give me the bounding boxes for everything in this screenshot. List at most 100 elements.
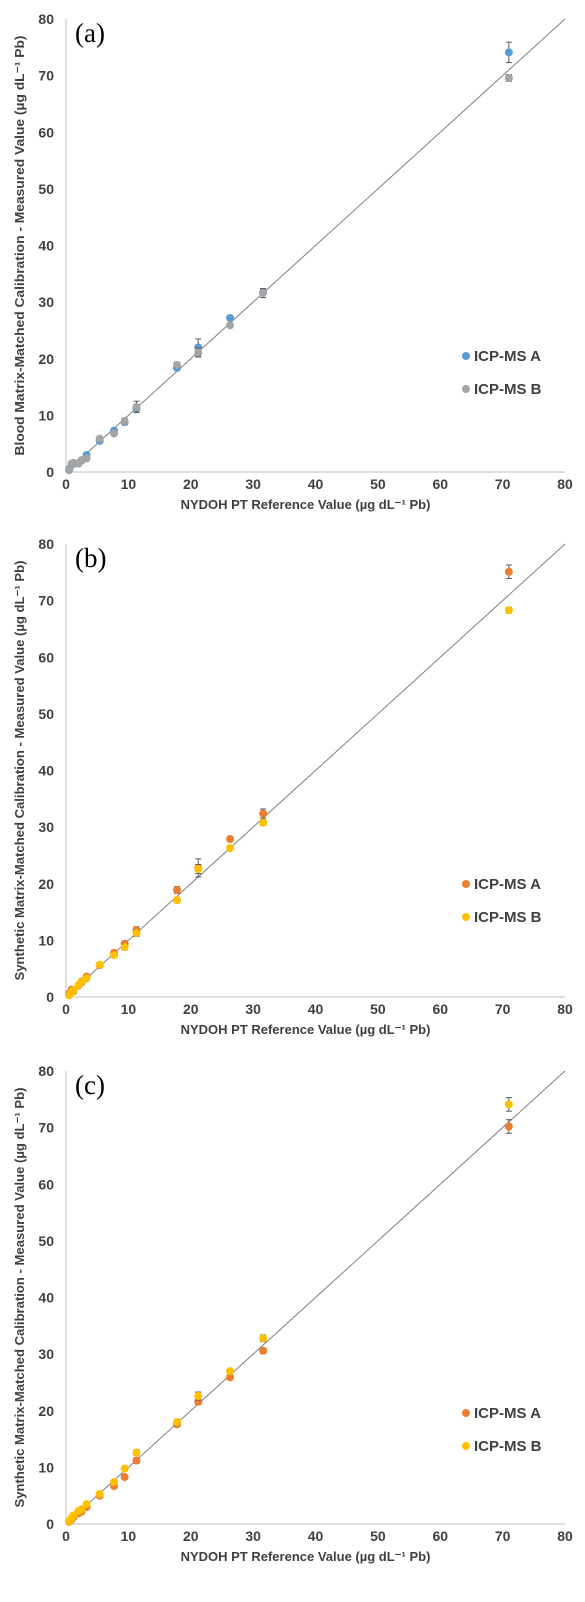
data-point [194, 1392, 203, 1401]
y-tick-label: 70 [38, 68, 54, 84]
legend-marker [462, 1442, 470, 1450]
data-point [120, 1464, 129, 1473]
data-point [69, 986, 78, 995]
y-tick-label: 0 [46, 464, 54, 480]
data-point [132, 402, 141, 411]
y-tick-label: 60 [38, 1176, 54, 1192]
data-point [504, 1122, 513, 1131]
data-point [504, 1100, 513, 1109]
data-point [82, 1500, 91, 1509]
data-point [173, 360, 182, 369]
data-point [132, 929, 141, 938]
data-point [504, 567, 513, 576]
data-point [226, 313, 235, 322]
x-tick-label: 40 [308, 476, 324, 492]
data-point [82, 974, 91, 983]
legend-label: ICP-MS A [474, 1405, 541, 1422]
x-tick-label: 10 [121, 1001, 137, 1017]
y-tick-label: 0 [46, 1516, 54, 1532]
y-tick-label: 40 [38, 238, 54, 254]
legend-label: ICP-MS B [474, 909, 542, 926]
chart-panel-2: 0 10 20 30 40 50 60 70 80 0 10 20 30 40 50 60 70 80 NYDOH … [12, 536, 573, 1037]
data-point [504, 48, 513, 57]
legend-label: ICP-MS A [474, 876, 541, 893]
data-point [259, 289, 268, 298]
x-tick-label: 80 [557, 1001, 573, 1017]
y-tick-label: 60 [38, 649, 54, 665]
data-point [504, 73, 513, 82]
data-point [226, 321, 235, 330]
series-2 [65, 73, 513, 475]
series-2 [65, 606, 513, 1000]
data-point [173, 885, 182, 894]
chart-panel-1: 0 10 20 30 40 50 60 70 80 0 10 20 30 40 50 60 70 80 NYDOH … [12, 11, 573, 512]
data-point [132, 1448, 141, 1457]
x-tick-label: 30 [245, 1528, 261, 1544]
x-tick-label: 0 [62, 476, 70, 492]
x-tick-label: 10 [121, 1528, 137, 1544]
x-tick-label: 20 [183, 476, 199, 492]
data-point [120, 943, 129, 952]
data-point [226, 1367, 235, 1376]
y-tick-label: 20 [38, 351, 54, 367]
data-point [65, 466, 74, 475]
data-point [110, 1478, 119, 1487]
legend-marker [462, 880, 470, 888]
x-tick-label: 0 [62, 1001, 70, 1017]
y-axis-label: Synthetic Matrix-Matched Calibration - M… [12, 561, 27, 981]
data-point [194, 348, 203, 357]
x-tick-label: 20 [183, 1001, 199, 1017]
data-point [259, 1346, 268, 1355]
y-tick-label: 80 [38, 1063, 54, 1079]
data-point [95, 1489, 104, 1498]
y-tick-label: 80 [38, 11, 54, 27]
data-point [95, 960, 104, 969]
data-point [226, 835, 235, 844]
x-axis-label: NYDOH PT Reference Value (µg dL⁻¹ Pb) [181, 497, 431, 512]
y-tick-label: 50 [38, 706, 54, 722]
x-axis-label: NYDOH PT Reference Value (µg dL⁻¹ Pb) [181, 1022, 431, 1037]
reference-line [65, 1070, 566, 1525]
x-tick-label: 60 [432, 1001, 448, 1017]
x-tick-label: 70 [495, 1528, 511, 1544]
data-point [120, 1473, 129, 1482]
chart-panel-3: 0 10 20 30 40 50 60 70 80 0 10 20 30 40 50 60 70 80 NYDOH … [12, 1063, 573, 1564]
x-tick-label: 10 [121, 476, 137, 492]
x-tick-label: 60 [432, 1528, 448, 1544]
y-tick-label: 40 [38, 1290, 54, 1306]
y-tick-label: 70 [38, 593, 54, 609]
y-tick-label: 60 [38, 124, 54, 140]
panel-label: (c) [75, 1070, 105, 1100]
y-axis-label: Blood Matrix-Matched Calibration - Measu… [12, 36, 27, 456]
x-tick-label: 70 [495, 476, 511, 492]
y-tick-label: 50 [38, 181, 54, 197]
data-point [173, 1418, 182, 1427]
x-tick-label: 40 [308, 1001, 324, 1017]
data-point [120, 417, 129, 426]
legend-marker [462, 352, 470, 360]
y-tick-label: 30 [38, 819, 54, 835]
data-point [173, 896, 182, 905]
x-tick-label: 30 [245, 1001, 261, 1017]
reference-line [65, 543, 566, 998]
x-axis-label: NYDOH PT Reference Value (µg dL⁻¹ Pb) [181, 1549, 431, 1564]
data-point [95, 434, 104, 443]
x-tick-label: 50 [370, 476, 386, 492]
y-tick-label: 80 [38, 536, 54, 552]
y-axis-label: Synthetic Matrix-Matched Calibration - M… [12, 1088, 27, 1508]
y-tick-label: 30 [38, 294, 54, 310]
panel-label: (a) [75, 18, 105, 48]
x-tick-label: 80 [557, 476, 573, 492]
data-point [259, 818, 268, 827]
legend-marker [462, 385, 470, 393]
data-point [259, 809, 268, 818]
data-point [110, 429, 119, 438]
series-2 [65, 1097, 513, 1526]
y-tick-label: 50 [38, 1233, 54, 1249]
data-point [82, 454, 91, 463]
data-point [77, 1505, 86, 1514]
x-tick-label: 80 [557, 1528, 573, 1544]
y-tick-label: 10 [38, 407, 54, 423]
data-point [110, 951, 119, 960]
data-point [132, 1456, 141, 1465]
